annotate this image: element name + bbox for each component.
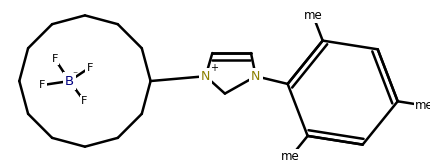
Text: me: me [281,150,299,163]
Text: B: B [65,75,74,87]
Text: F: F [81,96,87,106]
Text: F: F [86,63,93,72]
Text: F: F [51,54,58,64]
Text: +: + [210,64,218,73]
Text: N: N [251,70,260,83]
Text: F: F [39,80,46,90]
Text: N: N [200,70,210,83]
Text: ⁻: ⁻ [73,70,78,80]
Text: me: me [303,9,322,22]
Text: me: me [414,99,430,112]
